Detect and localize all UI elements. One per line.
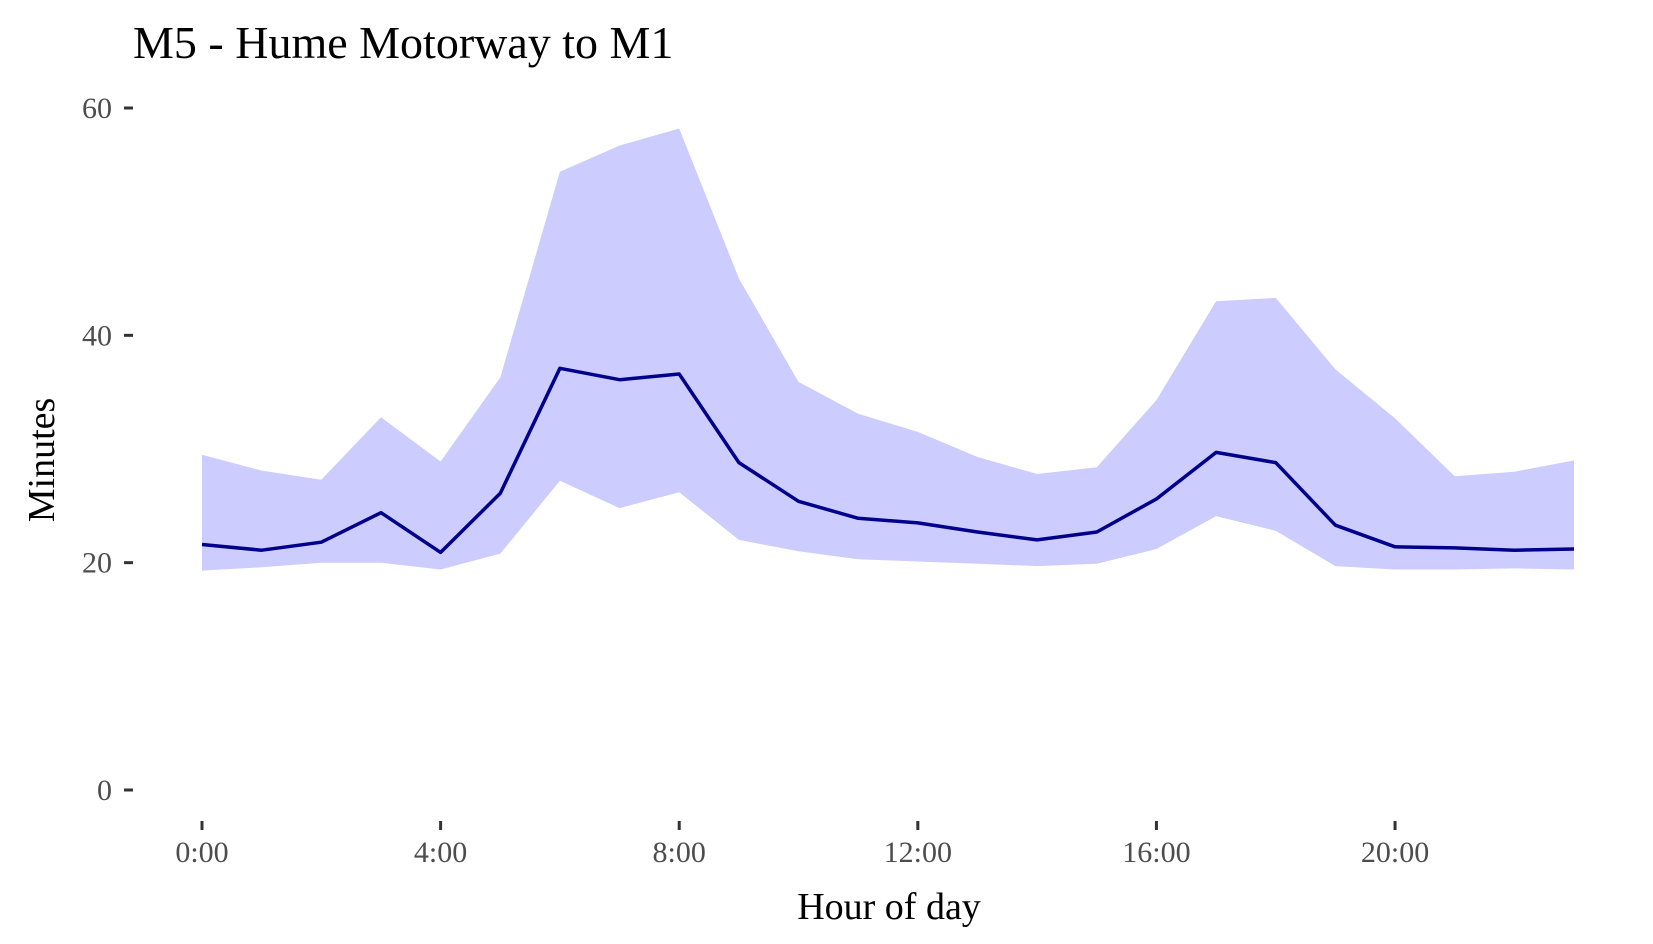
x-tick-label: 0:00	[175, 836, 228, 869]
y-tick-label: 60	[82, 92, 112, 125]
x-tick-label: 4:00	[414, 836, 467, 869]
x-tick-label: 8:00	[653, 836, 706, 869]
y-axis: 0 20 40 60	[82, 92, 133, 807]
y-tick-label: 0	[97, 774, 112, 807]
y-tick-label: 20	[82, 547, 112, 580]
band-layer	[202, 128, 1574, 571]
y-tick-label: 40	[82, 319, 112, 352]
x-tick-label: 20:00	[1361, 836, 1429, 869]
x-axis: 0:00 4:00 8:00 12:00 16:00 20:00	[175, 821, 1429, 869]
chart-title: M5 - Hume Motorway to M1	[133, 17, 673, 68]
band-area	[202, 128, 1574, 571]
x-tick-label: 16:00	[1122, 836, 1190, 869]
x-tick-label: 12:00	[884, 836, 952, 869]
series-line-0	[201, 366, 1575, 555]
x-axis-title: Hour of day	[797, 886, 981, 928]
line-layer	[201, 366, 1575, 555]
y-axis-title: Minutes	[21, 398, 63, 523]
